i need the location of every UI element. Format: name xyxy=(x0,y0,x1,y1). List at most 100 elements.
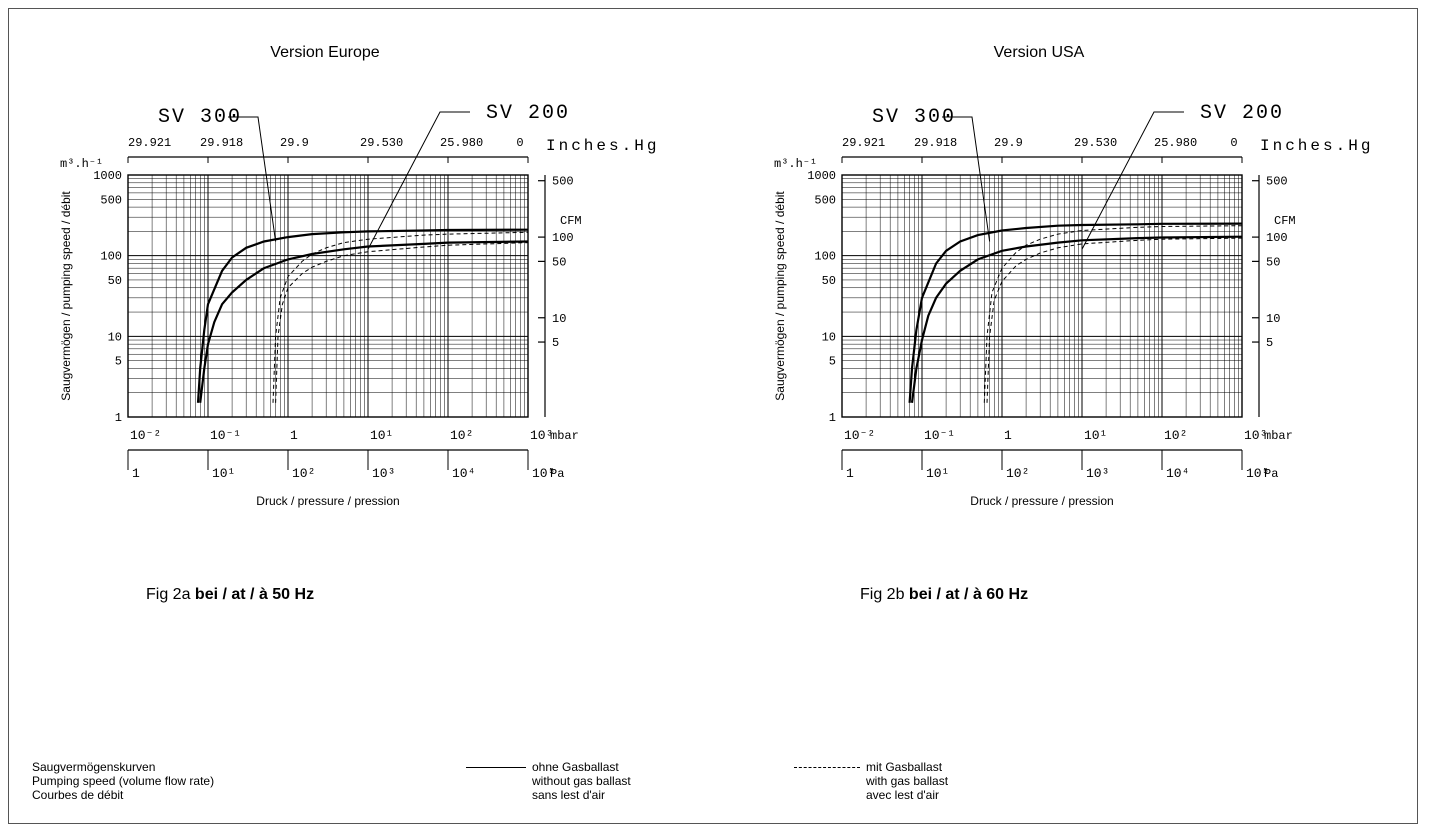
mbar-tick-label: 10² xyxy=(450,428,473,443)
pa-tick-label: 10⁵ xyxy=(532,466,555,481)
y-tick-label: 500 xyxy=(100,193,122,207)
mbar-tick-label: 10³ xyxy=(1244,428,1267,443)
inhg-tick-label: 29.921 xyxy=(128,136,171,150)
inhg-tick-label: 0 xyxy=(1230,136,1237,150)
legend-dashed-line: mit Gasballast xyxy=(866,760,943,774)
caption-frequency: bei / at / à 50 Hz xyxy=(194,586,315,603)
inhg-tick-label: 29.921 xyxy=(842,136,885,150)
inhg-tick-label: 29.9 xyxy=(994,136,1023,150)
mbar-tick-label: 1 xyxy=(1004,428,1012,443)
cfm-unit-label: CFM xyxy=(1274,214,1296,228)
cfm-tick-label: 5 xyxy=(1266,336,1273,350)
legend-dashed: mit Gasballast with gas ballast avec les… xyxy=(866,760,948,802)
series-ballast-sv-200 xyxy=(986,237,1243,403)
pa-unit-label: Pa xyxy=(1264,467,1278,481)
pa-tick-label: 10³ xyxy=(1086,466,1109,481)
inhg-tick-label: 0 xyxy=(516,136,523,150)
chart-usa: Version USA m³.h⁻¹ 1000 500 100 50 10 5 1 Saugve… xyxy=(714,0,1428,620)
x-axis-label: Druck / pressure / pression xyxy=(970,494,1113,508)
plot-grid xyxy=(127,175,528,418)
series-label: SV 300 xyxy=(158,106,242,129)
legend-solid-line: without gas ballast xyxy=(532,774,631,788)
plot-grid xyxy=(841,175,1242,418)
cfm-tick-label: 10 xyxy=(552,312,566,326)
series-label-leader xyxy=(942,116,991,242)
series-sv-200 xyxy=(199,240,529,403)
series-label-leader xyxy=(367,111,470,250)
cfm-tick-label: 100 xyxy=(1266,231,1288,245)
legend-title-line: Saugvermögenskurven xyxy=(32,760,156,774)
legend-dashed-line: with gas ballast xyxy=(866,774,949,788)
cfm-tick-label: 100 xyxy=(552,231,574,245)
x-axis-label: Druck / pressure / pression xyxy=(256,494,399,508)
pa-tick-label: 10⁴ xyxy=(452,466,475,481)
y-tick-label: 50 xyxy=(822,274,836,288)
y-tick-label: 500 xyxy=(814,193,836,207)
cfm-unit-label: CFM xyxy=(560,214,582,228)
mbar-unit-label: mbar xyxy=(550,429,579,443)
figure-caption: Fig 2b bei / at / à 60 Hz xyxy=(860,586,1028,604)
y-tick-label: 5 xyxy=(829,355,836,369)
pa-tick-label: 10² xyxy=(1006,466,1029,481)
y-tick-label: 5 xyxy=(115,355,122,369)
y-tick-label: 100 xyxy=(100,250,122,264)
pa-tick-label: 10¹ xyxy=(926,466,949,481)
cfm-tick-label: 10 xyxy=(1266,312,1280,326)
chart-heading: Version Europe xyxy=(270,44,380,61)
pa-tick-label: 1 xyxy=(132,466,140,481)
cfm-tick-label: 500 xyxy=(1266,175,1288,189)
inhg-tick-label: 29.918 xyxy=(914,136,957,150)
legend-dashed-line: avec lest d'air xyxy=(866,788,939,802)
series-sv-300 xyxy=(196,228,529,403)
caption-prefix: Fig 2a xyxy=(146,586,191,603)
mbar-unit-label: mbar xyxy=(1264,429,1293,443)
caption-frequency: bei / at / à 60 Hz xyxy=(908,586,1029,603)
inhg-tick-label: 29.530 xyxy=(360,136,403,150)
y-tick-label: 10 xyxy=(108,330,122,344)
legend-solid-line: ohne Gasballast xyxy=(532,760,619,774)
y-tick-label: 50 xyxy=(108,274,122,288)
y-tick-label: 1 xyxy=(829,411,836,425)
inhg-unit-label: Inches.Hg xyxy=(546,137,659,155)
pa-tick-label: 10¹ xyxy=(212,466,235,481)
inhg-unit-label: Inches.Hg xyxy=(1260,137,1373,155)
mbar-tick-label: 1 xyxy=(290,428,298,443)
inhg-tick-label: 29.918 xyxy=(200,136,243,150)
mbar-tick-label: 10⁻¹ xyxy=(210,428,241,443)
series-ballast-sv-200 xyxy=(275,242,529,403)
pa-tick-label: 10⁴ xyxy=(1166,466,1189,481)
y-tick-label: 1000 xyxy=(93,169,122,183)
legend-dashed-line-sample xyxy=(794,767,860,768)
pa-tick-label: 10⁵ xyxy=(1246,466,1269,481)
mbar-tick-label: 10¹ xyxy=(1084,428,1107,443)
series-sv-300 xyxy=(908,222,1243,403)
series-label: SV 200 xyxy=(1200,102,1284,125)
pa-tick-label: 1 xyxy=(846,466,854,481)
chart-europe: Version Europe m³.h⁻¹ 1000 500 100 50 10 5 1 Sau… xyxy=(0,0,714,620)
plot-border xyxy=(841,174,1243,418)
pa-unit-label: Pa xyxy=(550,467,564,481)
inhg-tick-label: 25.980 xyxy=(440,136,483,150)
legend-solid-line: sans lest d'air xyxy=(532,788,605,802)
legend-solid: ohne Gasballast without gas ballast sans… xyxy=(532,760,631,802)
mbar-tick-label: 10⁻² xyxy=(130,428,161,443)
y-unit-label: m³.h⁻¹ xyxy=(60,157,103,171)
legend-solid-line-sample xyxy=(466,767,526,768)
cfm-tick-label: 500 xyxy=(552,175,574,189)
cfm-tick-label: 50 xyxy=(1266,255,1280,269)
legend-title-line: Pumping speed (volume flow rate) xyxy=(32,774,215,788)
y-axis-label: Saugvermögen / pumping speed / débit xyxy=(773,191,787,401)
y-tick-label: 1000 xyxy=(807,169,836,183)
series-ballast-sv-300 xyxy=(983,225,1243,403)
page-frame xyxy=(8,8,1418,824)
legend-title: Saugvermögenskurven Pumping speed (volum… xyxy=(32,760,214,802)
series-label-leader xyxy=(228,116,277,242)
figure-caption: Fig 2a bei / at / à 50 Hz xyxy=(146,586,314,604)
series-ballast-sv-300 xyxy=(272,231,529,403)
series-label: SV 300 xyxy=(872,106,956,129)
y-unit-label: m³.h⁻¹ xyxy=(774,157,817,171)
series-sv-200 xyxy=(910,235,1243,403)
caption-prefix: Fig 2b xyxy=(860,586,905,603)
